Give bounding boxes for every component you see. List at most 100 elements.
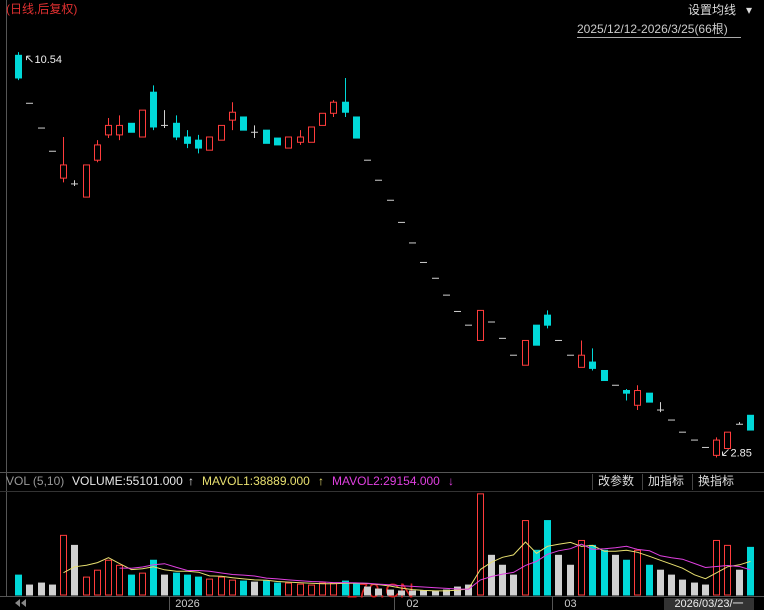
volume-bar bbox=[49, 584, 56, 596]
volume-trend: ↑ bbox=[188, 474, 194, 488]
volume-bar bbox=[353, 582, 360, 596]
volume-bar bbox=[375, 588, 382, 596]
candle-body bbox=[274, 137, 281, 146]
volume-bar bbox=[60, 534, 67, 596]
volume-bar bbox=[229, 579, 236, 596]
volume-bar bbox=[488, 554, 495, 596]
scroll-left-icon[interactable] bbox=[15, 599, 26, 607]
volume-bar bbox=[71, 544, 78, 596]
chart-subtitle: (日线,后复权) bbox=[6, 2, 77, 16]
candle-body bbox=[116, 124, 123, 136]
legend-trend: ↓ bbox=[448, 474, 454, 488]
volume-bar bbox=[601, 549, 608, 596]
volume-bar bbox=[465, 584, 472, 596]
volume-bar bbox=[330, 582, 337, 596]
candle-body bbox=[747, 414, 754, 431]
volume-bar bbox=[657, 569, 664, 596]
volume-bar bbox=[634, 549, 641, 596]
volume-bar bbox=[555, 554, 562, 596]
volume-bar bbox=[612, 554, 619, 596]
candle-body bbox=[285, 136, 292, 149]
volume-bar bbox=[477, 493, 484, 596]
x-tick-label: 03 bbox=[564, 598, 576, 610]
volume-bar bbox=[702, 584, 709, 596]
candle-body bbox=[308, 126, 315, 143]
volume-bar bbox=[297, 583, 304, 596]
volume-bar bbox=[578, 539, 585, 596]
candle-body bbox=[15, 54, 22, 79]
volume-bar bbox=[724, 544, 731, 596]
volume-bar bbox=[567, 564, 574, 596]
candle-body bbox=[150, 91, 157, 128]
volume-bar bbox=[15, 574, 22, 596]
volume-bar bbox=[173, 572, 180, 596]
volume-bar bbox=[319, 582, 326, 596]
volume-bar bbox=[736, 569, 743, 596]
volume-bar bbox=[195, 576, 202, 596]
ma-line bbox=[119, 543, 751, 590]
volume-bar bbox=[623, 559, 630, 596]
candle-body bbox=[724, 431, 731, 449]
max-label: 10.54 bbox=[35, 54, 63, 66]
volume-bar bbox=[409, 590, 416, 596]
volume-bar bbox=[38, 582, 45, 596]
candle-body bbox=[601, 369, 608, 382]
candle-body bbox=[646, 392, 653, 403]
candle-body bbox=[544, 314, 551, 326]
volume-bar bbox=[646, 564, 653, 596]
candle-body bbox=[128, 122, 135, 133]
volume-bar bbox=[398, 590, 405, 596]
volume-bar bbox=[499, 564, 506, 596]
candle-body bbox=[218, 124, 225, 141]
volume-bar bbox=[161, 574, 168, 596]
candle-body bbox=[623, 390, 630, 394]
candle-body bbox=[353, 116, 360, 139]
volume-bar bbox=[387, 589, 394, 596]
candle-body bbox=[297, 136, 304, 143]
volume-bar bbox=[150, 559, 157, 596]
volume-bar bbox=[668, 574, 675, 596]
volume-bar bbox=[747, 546, 754, 596]
volume-bar bbox=[308, 584, 315, 596]
candle-body bbox=[60, 164, 67, 179]
candle-body bbox=[319, 112, 326, 126]
indicator-button[interactable]: 加指标 bbox=[648, 473, 684, 488]
dropdown-arrow[interactable]: ▾ bbox=[746, 3, 752, 17]
volume-bar bbox=[26, 584, 33, 596]
volume-bar bbox=[420, 590, 427, 596]
volume-bar bbox=[713, 539, 720, 596]
indicator-button[interactable]: 换指标 bbox=[698, 473, 734, 488]
volume-bar bbox=[679, 579, 686, 596]
legend-trend: ↑ bbox=[318, 474, 324, 488]
x-tick-label: 2026 bbox=[175, 598, 199, 610]
volume-bar bbox=[263, 580, 270, 596]
candle-body bbox=[589, 361, 596, 369]
cursor-date: 2026/03/23/一 bbox=[674, 598, 743, 610]
candle-body bbox=[330, 101, 337, 114]
cursor-date-box bbox=[664, 598, 754, 610]
volume-bar bbox=[342, 580, 349, 596]
ma-settings-button[interactable]: 设置均线 bbox=[688, 3, 736, 17]
volume-bar bbox=[274, 582, 281, 596]
volume-bar bbox=[533, 549, 540, 596]
volume-bar bbox=[432, 590, 439, 596]
candle-body bbox=[522, 339, 529, 366]
volume-bar bbox=[83, 576, 90, 596]
candle-body bbox=[94, 144, 101, 161]
volume-bar bbox=[139, 572, 146, 596]
candle-body bbox=[83, 164, 90, 198]
volume-bar bbox=[251, 581, 258, 596]
volume-bar bbox=[364, 586, 371, 596]
volume-bar bbox=[184, 574, 191, 596]
candle-body bbox=[184, 136, 191, 144]
candle-body bbox=[713, 439, 720, 456]
volume-label: VOLUME:55101.000 bbox=[72, 474, 183, 488]
volume-bar bbox=[94, 569, 101, 596]
volume-bar bbox=[443, 589, 450, 596]
volume-bar bbox=[510, 574, 517, 596]
candle-body bbox=[634, 390, 641, 406]
candle-body bbox=[139, 109, 146, 138]
indicator-button[interactable]: 改参数 bbox=[598, 473, 634, 488]
volume-bar bbox=[240, 580, 247, 596]
